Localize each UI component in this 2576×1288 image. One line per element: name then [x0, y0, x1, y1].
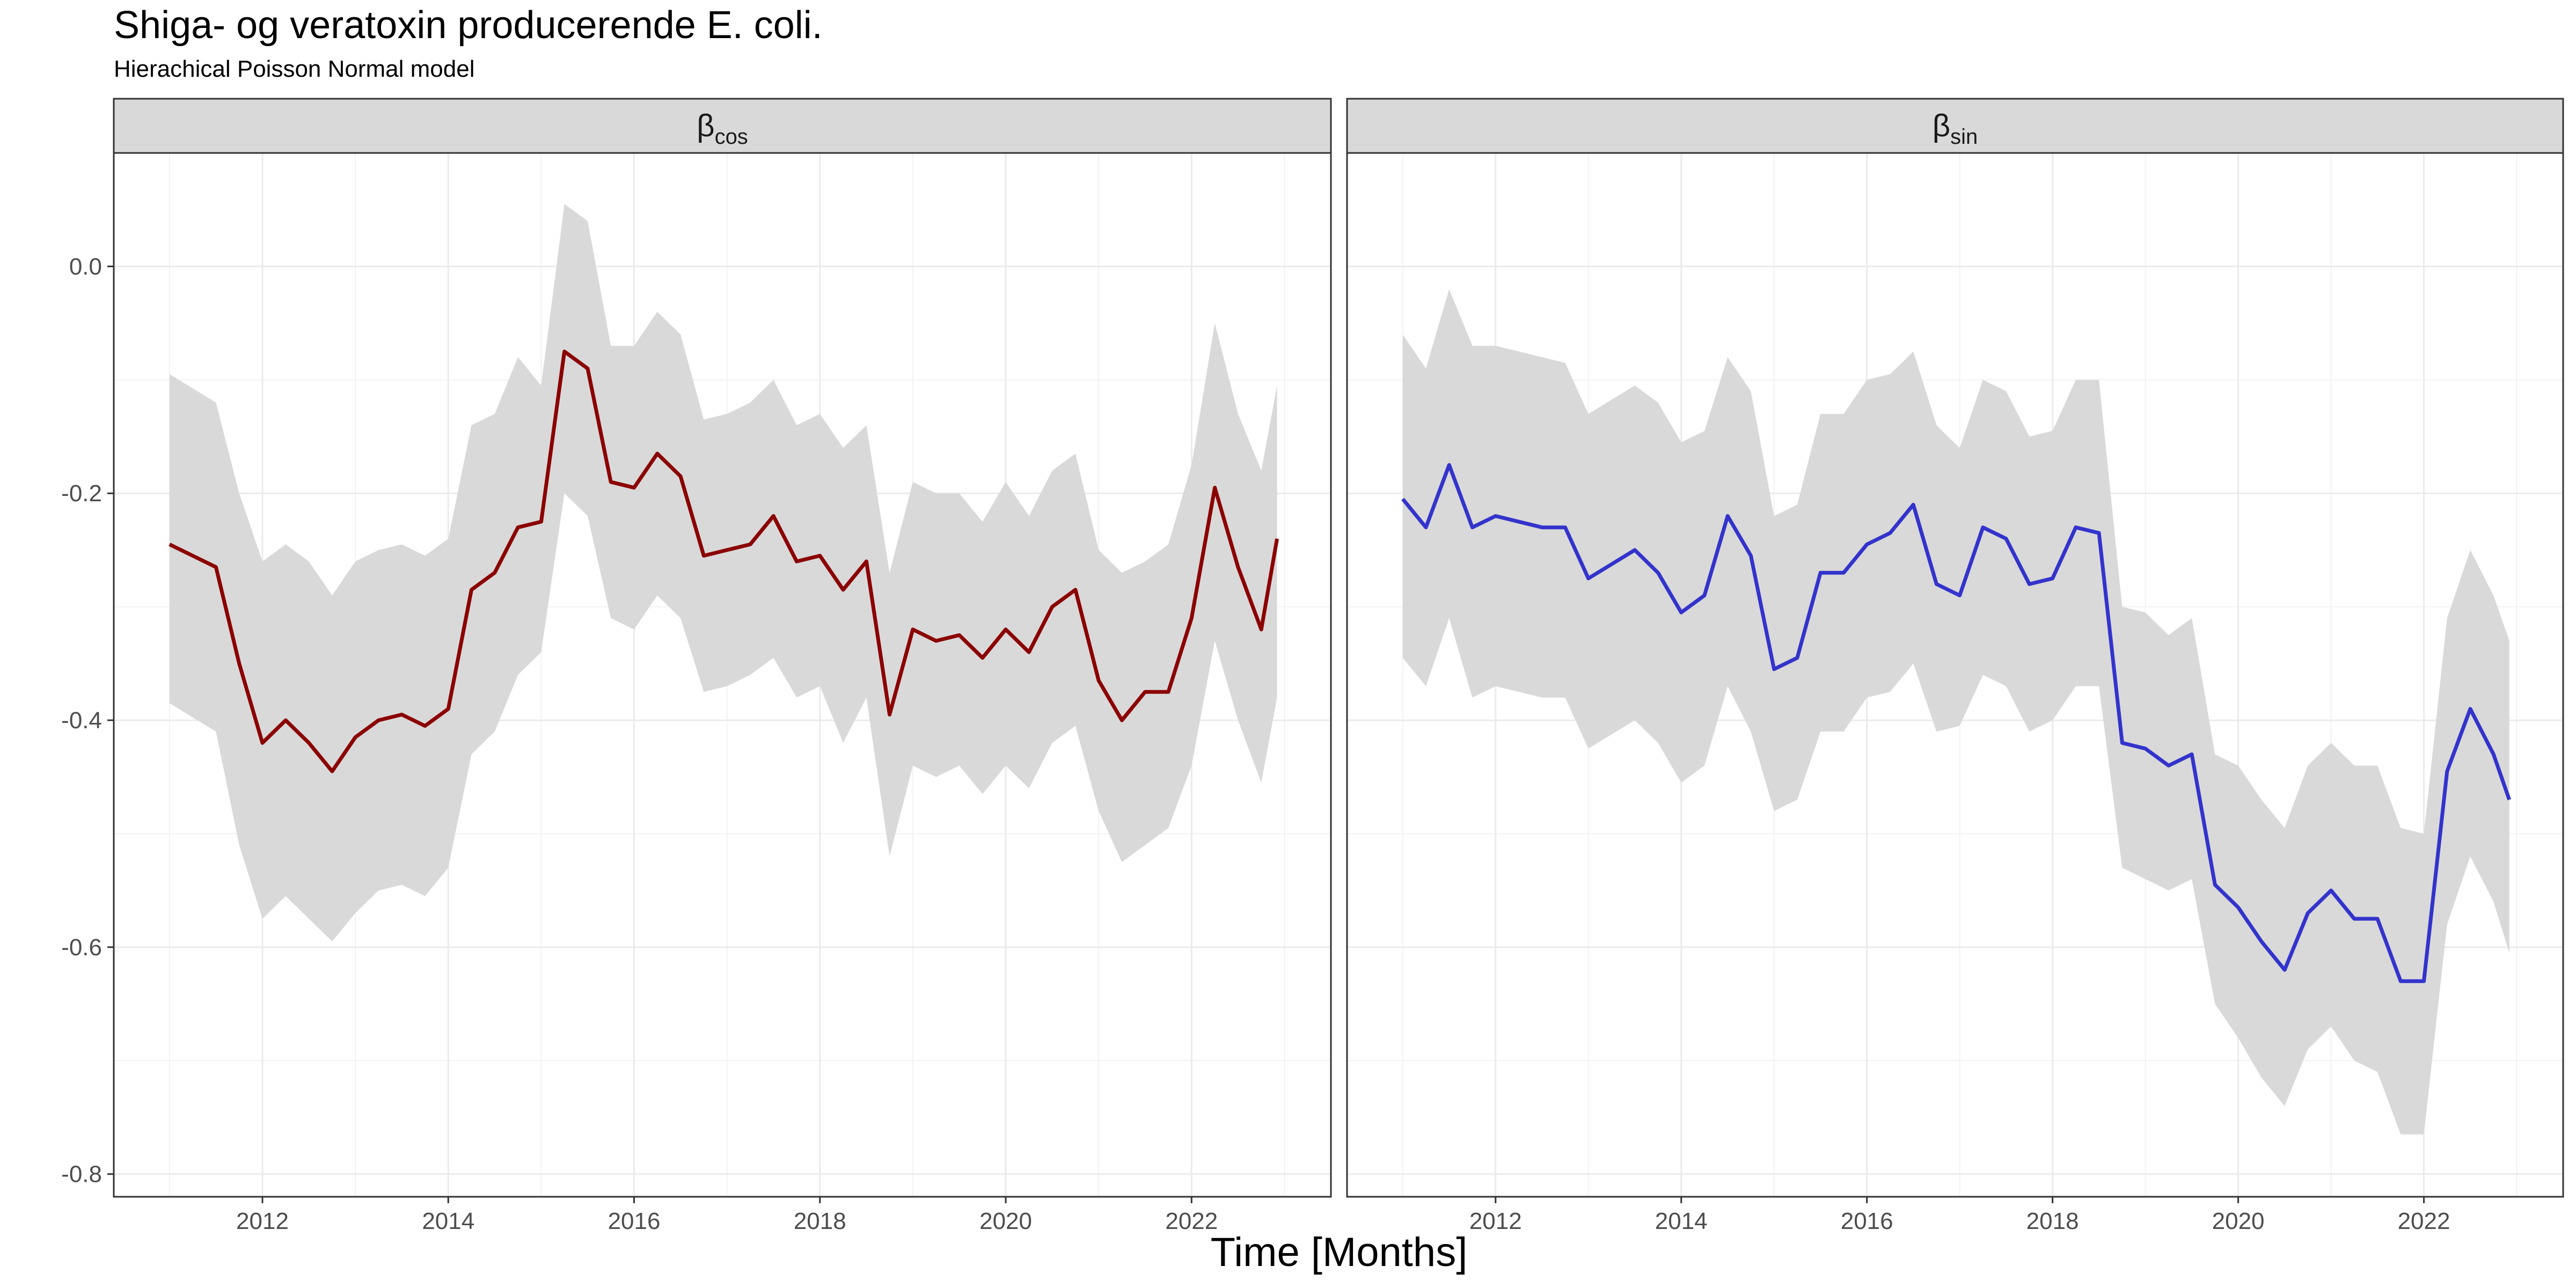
- panel-cos-strip-subscript: cos: [715, 125, 748, 149]
- y-tick-label: -0.8: [61, 1161, 102, 1188]
- panel-sin-x-tick-label: 2014: [1655, 1208, 1708, 1234]
- panel-cos-border: [113, 152, 1332, 1198]
- panel-sin-strip: [1346, 98, 2564, 154]
- panel-cos-x-tick-label: 2012: [236, 1208, 289, 1234]
- chart-title: Shiga- og veratoxin producerende E. coli…: [114, 4, 823, 47]
- panel-cos-x-tick-label: 2014: [422, 1208, 474, 1234]
- y-tick-label: -0.6: [61, 934, 102, 961]
- panel-sin-border: [1346, 152, 2564, 1198]
- panel-sin-series-line: [1401, 463, 2512, 983]
- panel-cos-strip: [113, 98, 1332, 154]
- panel-cos-credible-band: [169, 204, 1277, 942]
- chart-subtitle: Hierachical Poisson Normal model: [114, 56, 475, 82]
- y-tick-label: 0.0: [69, 253, 102, 280]
- y-tick-label: -0.4: [61, 707, 102, 734]
- panel-sin-x-tick-label: 2022: [2398, 1208, 2450, 1234]
- y-tick-label: -0.2: [61, 480, 102, 507]
- x-axis-label: Time [Months]: [1210, 1230, 1468, 1275]
- panel-sin-x-tick-label: 2018: [2026, 1208, 2079, 1234]
- panel-sin-x-tick-label: 2012: [1469, 1208, 1522, 1234]
- panel-cos-x-tick-label: 2016: [608, 1208, 661, 1234]
- panel-cos-x-tick-label: 2020: [979, 1208, 1032, 1234]
- panel-sin-x-tick-label: 2020: [2212, 1208, 2265, 1234]
- panel-sin-credible-band: [1402, 289, 2509, 1135]
- panel-cos-x-tick-label: 2022: [1165, 1208, 1218, 1234]
- panel-cos-x-tick-label: 2018: [794, 1208, 846, 1234]
- panel-sin-strip-subscript: sin: [1950, 125, 1978, 149]
- panel-sin-x-tick-label: 2016: [1841, 1208, 1893, 1234]
- panel-cos-series-line: [169, 349, 1279, 773]
